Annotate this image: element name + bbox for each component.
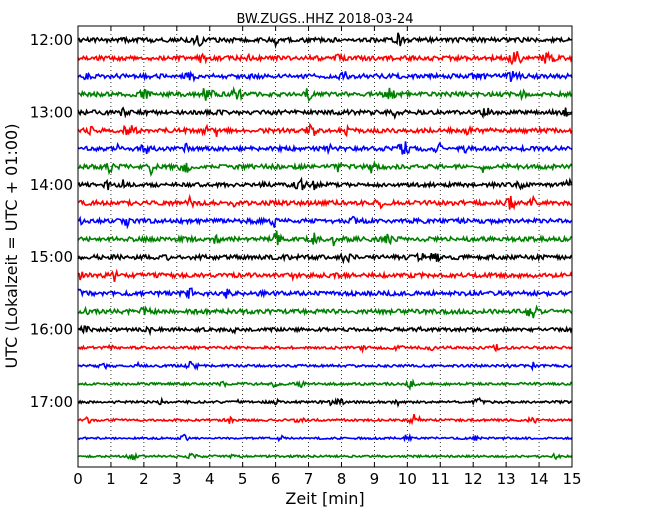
x-axis-ticks: 0 1 2 3 4 5 6 7 8 9 10 11 12 13 14 15 [73,26,582,488]
trace-1230 [77,70,573,83]
x-tick-label: 8 [337,470,347,488]
x-axis-label: Zeit [min] [285,489,364,508]
trace-1415 [77,193,573,211]
trace-1200 [77,32,573,49]
x-tick-label: 2 [139,470,149,488]
grid-lines [110,26,540,467]
trace-1300 [77,106,573,120]
trace-1400 [77,176,573,191]
y-tick-label: 14:00 [30,176,73,194]
trace-1430 [77,215,573,230]
trace-1530 [77,287,572,299]
y-axis-label: UTC (Lokalzeit = UTC + 01:00) [2,124,21,369]
plot-frame [77,25,573,468]
x-tick-label: 10 [398,470,417,488]
trace-1245 [77,85,573,103]
trace-1730 [77,432,573,443]
x-tick-label: 5 [238,470,248,488]
trace-1315 [77,122,573,138]
x-tick-label: 1 [106,470,116,488]
y-axis-ticks: 12:00 13:00 14:00 15:00 16:00 17:00 [30,31,572,411]
trace-1615 [77,343,573,354]
x-tick-label: 7 [304,470,314,488]
y-tick-label: 13:00 [30,103,73,121]
trace-1215 [77,50,573,66]
x-tick-label: 14 [530,470,549,488]
trace-1645 [77,378,573,391]
chart-title: BW.ZUGS..HHZ 2018-03-24 [236,12,413,27]
trace-1500 [77,252,573,265]
x-tick-label: 12 [464,470,483,488]
y-tick-label: 16:00 [30,321,73,339]
trace-1700 [77,396,573,409]
trace-1745 [77,451,573,462]
y-tick-label: 17:00 [30,393,73,411]
x-tick-label: 13 [497,470,516,488]
trace-1545 [77,304,573,319]
x-tick-label: 9 [370,470,380,488]
trace-1715 [77,414,573,426]
trace-1445 [77,230,573,247]
x-tick-label: 0 [73,470,83,488]
trace-1600 [77,324,573,337]
y-tick-label: 15:00 [30,248,73,266]
y-tick-label: 12:00 [30,31,73,49]
trace-1345 [77,159,573,178]
x-tick-label: 11 [431,470,450,488]
x-tick-label: 15 [562,470,581,488]
seismic-traces [77,32,573,462]
x-tick-label: 3 [172,470,182,488]
trace-1630 [77,360,573,372]
trace-1330 [77,141,573,156]
x-tick-label: 6 [271,470,281,488]
x-tick-label: 4 [205,470,215,488]
trace-1515 [77,268,573,283]
